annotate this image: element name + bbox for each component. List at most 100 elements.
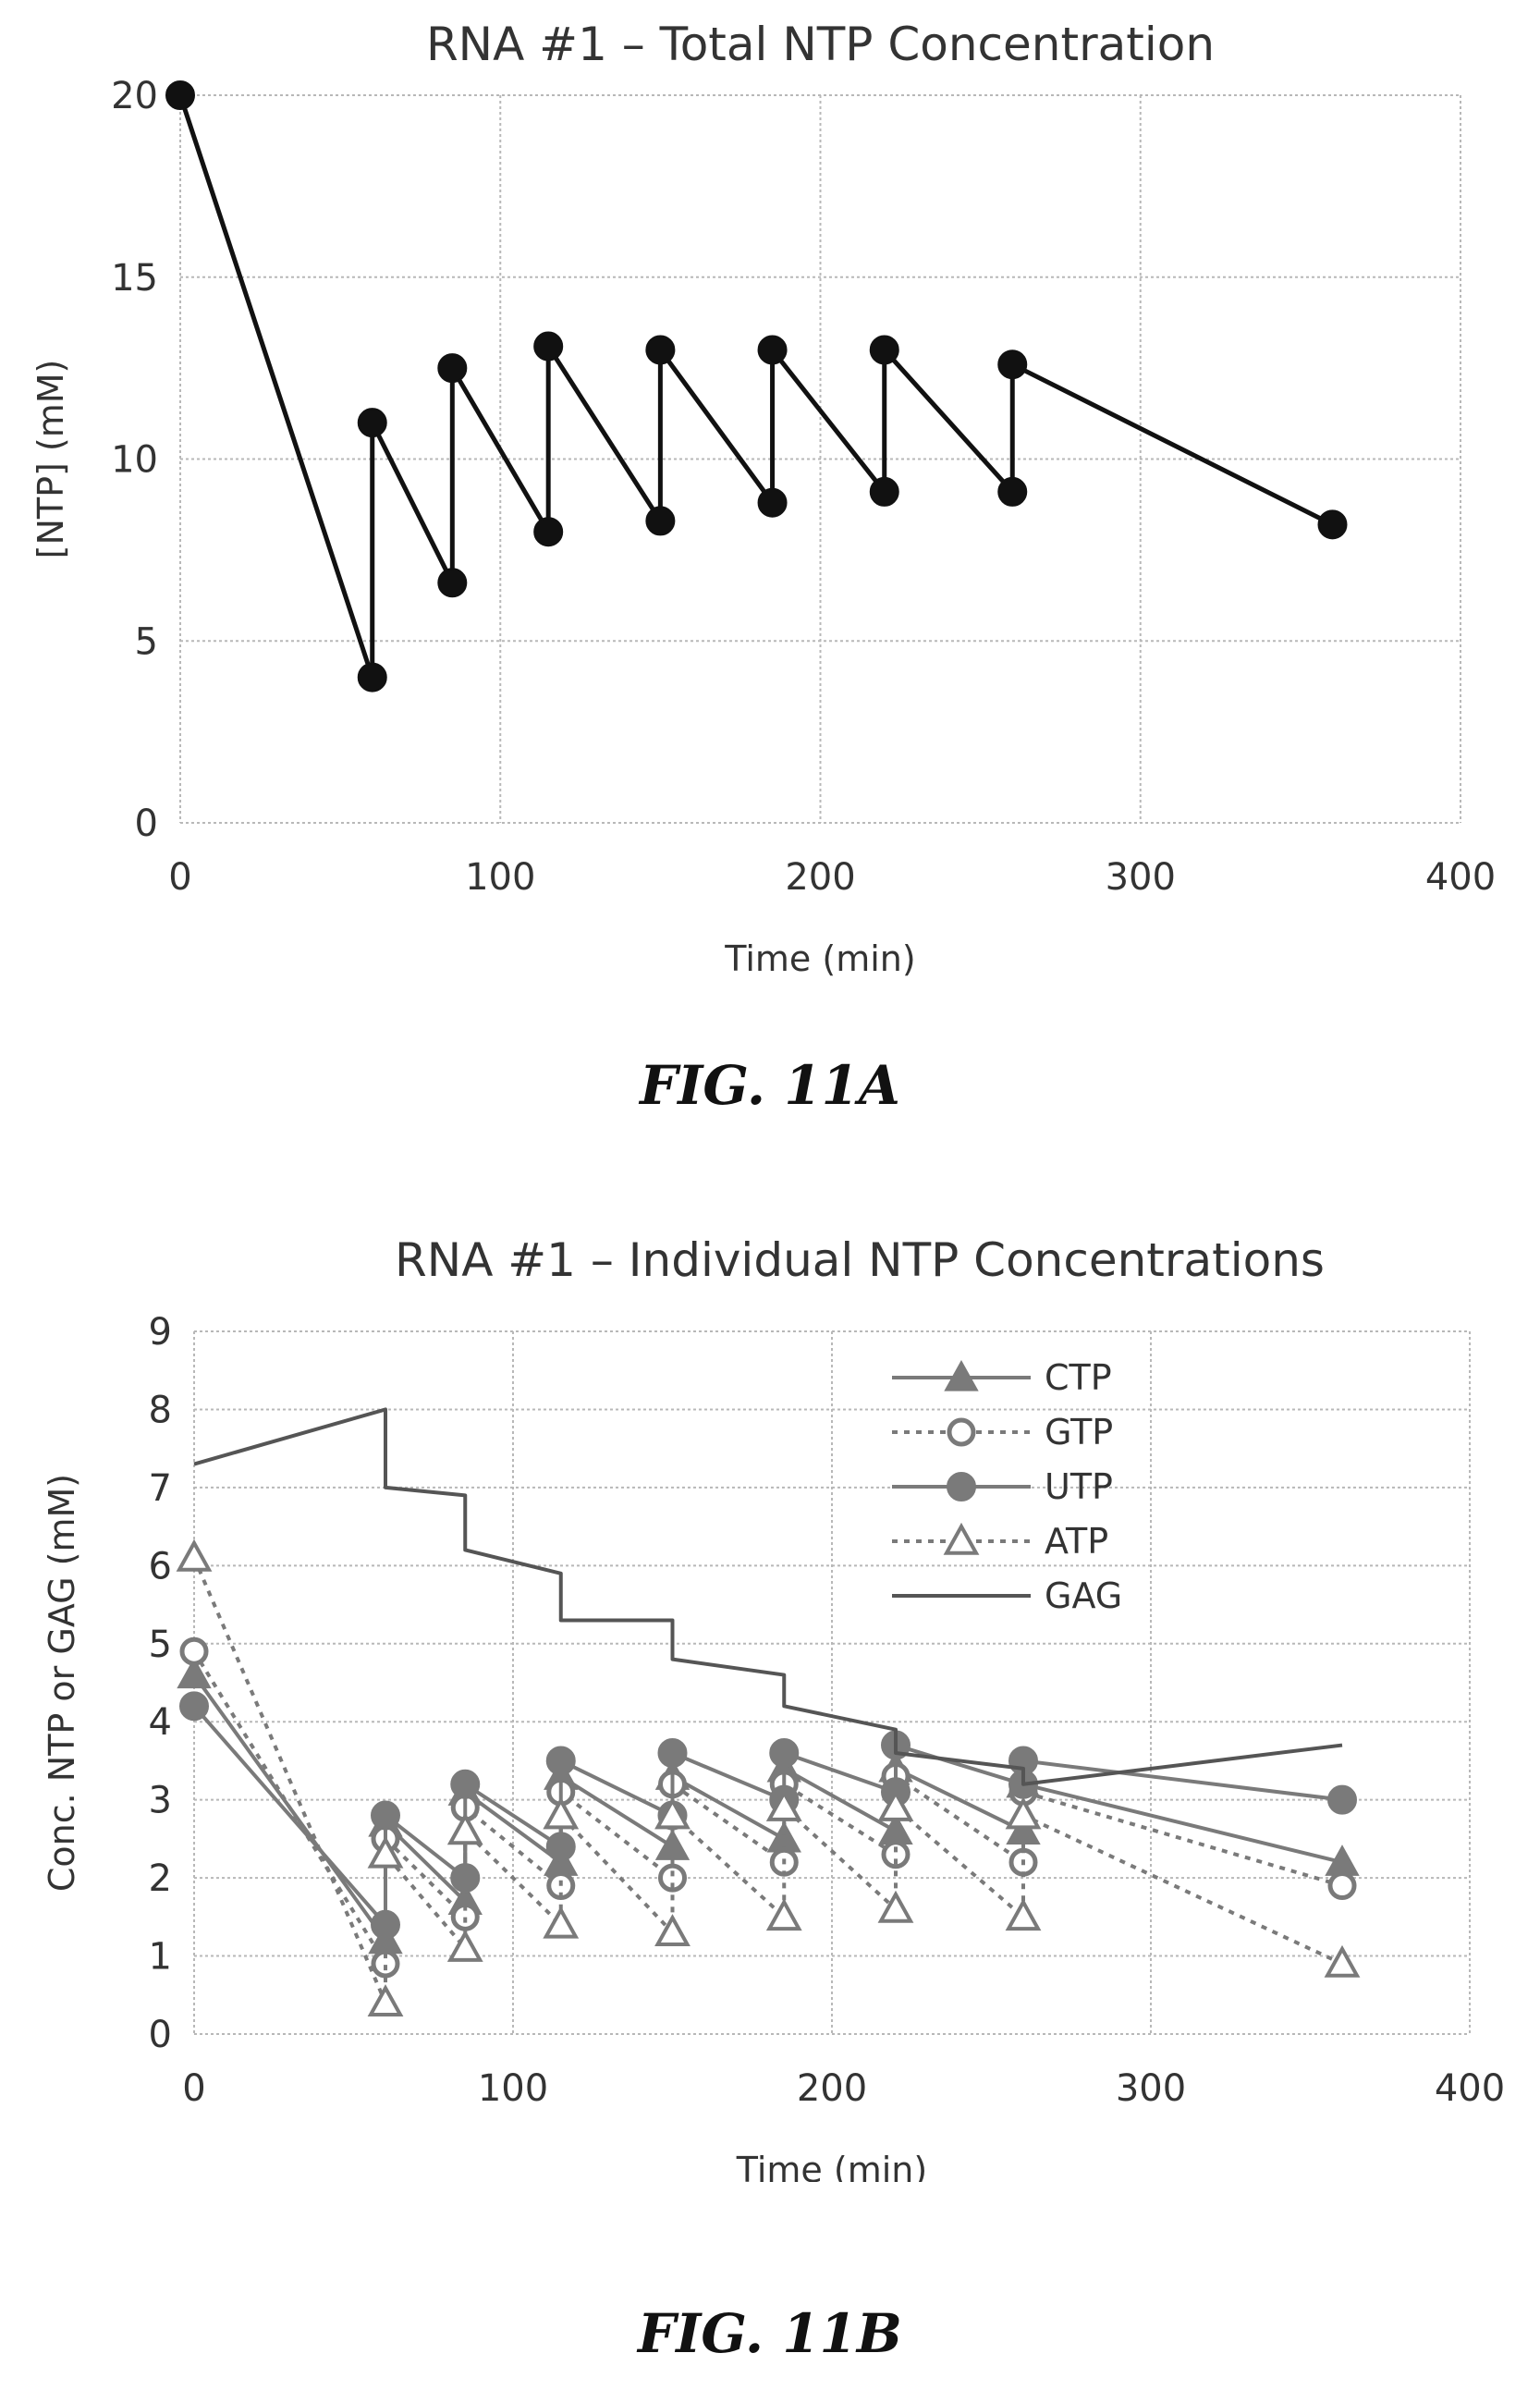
series-atp [176,1538,1361,2017]
legend-label: CTP [1045,1357,1112,1398]
series-line [177,94,1334,680]
data-point [1317,509,1348,540]
series-utp [179,1691,1357,1940]
data-point [657,1738,688,1768]
y-tick-label: 1 [149,1936,172,1979]
y-tick-label: 20 [111,75,158,117]
data-point [1327,1784,1357,1815]
x-tick-label: 0 [168,856,191,899]
data-point [371,1909,400,1940]
x-tick-label: 400 [1425,856,1496,899]
series-line [192,1705,1343,1927]
data-point [437,568,468,598]
x-tick-label: 100 [478,2067,548,2110]
data-point [765,1898,802,1931]
chart-title: RNA #1 – Individual NTP Concentrations [395,1233,1325,1287]
y-axis-title: Conc. NTP or GAG (mM) [42,1474,82,1892]
data-point [533,517,564,547]
y-tick-label: 0 [135,803,158,845]
y-tick-label: 15 [111,257,158,300]
legend-label: GTP [1045,1412,1113,1452]
data-point [877,1890,914,1923]
y-axis-title: [NTP] (mM) [31,360,71,559]
legend-marker [947,1472,976,1501]
y-tick-label: 6 [149,1545,172,1587]
legend-label: GAG [1045,1575,1122,1616]
x-tick-label: 0 [182,2067,205,2110]
chart-b: RNA #1 – Individual NTP Concentrations 0 1… [42,1233,1505,2182]
legend-marker [944,1359,979,1391]
data-point [1005,1796,1042,1830]
x-axis-title: Time (min) [736,2150,927,2182]
data-point [179,1636,209,1666]
x-tick-label: 100 [465,856,535,899]
y-tick-label: 8 [149,1389,172,1431]
legend: CTP GTP UTP ATP GAG [892,1357,1122,1616]
data-point [645,335,676,365]
data-point [177,1657,212,1689]
data-point [545,1746,576,1776]
y-tick-label: 2 [149,1857,172,1900]
y-tick-label: 4 [149,1701,172,1744]
data-point [367,1984,404,2017]
data-point [371,1949,400,1979]
data-point [877,1788,914,1821]
figure-a-caption: FIG. 11A [640,1054,900,1117]
data-point [765,1788,802,1821]
data-point [450,1769,481,1799]
series-gag [193,1407,1343,1786]
y-tick-label: 7 [149,1467,172,1510]
data-point [997,476,1028,507]
chart-a: RNA #1 – Total NTP Concentration 0 5 10 15 20… [31,18,1496,979]
data-point [165,80,195,110]
legend-marker [943,1522,980,1555]
data-point [446,1812,483,1845]
x-tick-label: 300 [1106,856,1176,899]
data-point [357,408,387,438]
data-point [543,1796,580,1830]
y-tick-label: 0 [149,2014,172,2056]
data-point [446,1929,483,1962]
data-point [1324,1944,1361,1978]
y-tick-label: 10 [111,439,158,482]
data-point [1005,1898,1042,1931]
series-gtp [179,1636,1357,1979]
data-point [179,1691,209,1722]
legend-label: ATP [1045,1521,1108,1562]
data-point [543,1906,580,1939]
x-tick-label: 300 [1116,2067,1186,2110]
data-point [654,1796,691,1830]
data-point [450,1863,481,1894]
y-tick-label: 5 [149,1624,172,1666]
data-point [357,662,387,692]
data-point [1327,1871,1357,1901]
series-line [192,1557,1343,2005]
data-point [437,353,468,384]
legend-label: UTP [1045,1466,1113,1507]
series-1 [165,80,1348,692]
data-point [869,476,899,507]
legend-marker [947,1417,976,1447]
data-point [367,1835,404,1869]
series-line [193,1407,1343,1786]
series-ctp [177,1657,1360,1955]
data-point [645,506,676,536]
data-point [371,1800,400,1831]
figure-b-caption: FIG. 11B [638,2302,902,2365]
data-point [997,349,1028,380]
data-point [757,487,788,518]
x-tick-label: 200 [785,856,855,899]
data-point [658,1863,687,1893]
data-point [533,331,564,362]
x-tick-label: 400 [1435,2067,1505,2110]
chart-title: RNA #1 – Total NTP Concentration [426,18,1215,71]
y-tick-label: 9 [149,1311,172,1354]
data-point [881,1840,911,1869]
x-axis-title: Time (min) [724,938,915,979]
data-point [654,1914,691,1947]
y-tick-label: 5 [135,620,158,663]
data-point [450,1902,480,1931]
data-point [869,335,899,365]
y-tick-label: 3 [149,1780,172,1822]
x-tick-label: 200 [797,2067,867,2110]
